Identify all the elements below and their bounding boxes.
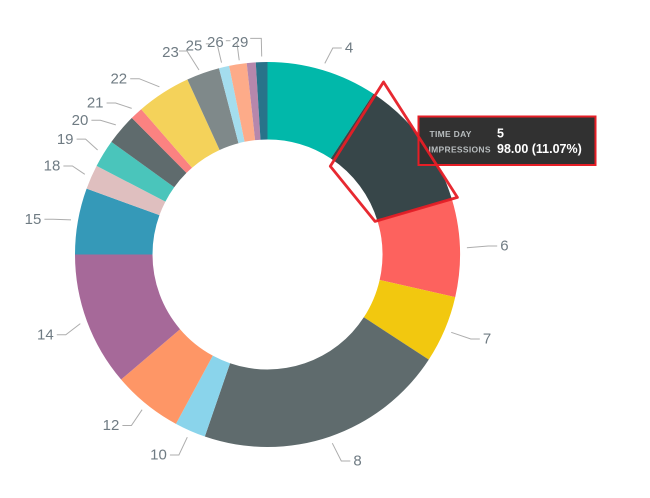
svg-text:29: 29 [232,34,249,51]
svg-text:12: 12 [103,417,120,434]
svg-text:4: 4 [345,40,353,57]
svg-text:98.00 (11.07%): 98.00 (11.07%) [497,142,582,156]
svg-text:15: 15 [25,211,42,228]
svg-text:6: 6 [500,238,508,255]
svg-text:21: 21 [87,95,104,112]
svg-text:5: 5 [497,127,504,141]
svg-text:10: 10 [150,447,167,464]
svg-text:19: 19 [57,131,74,148]
svg-text:20: 20 [72,112,89,129]
svg-text:IMPRESSIONS: IMPRESSIONS [429,145,491,155]
svg-text:7: 7 [483,331,491,348]
svg-text:TIME DAY: TIME DAY [430,129,472,139]
svg-text:25: 25 [186,38,203,55]
svg-text:23: 23 [162,44,179,61]
svg-text:26: 26 [207,34,224,51]
svg-text:14: 14 [37,327,54,344]
svg-text:8: 8 [353,453,361,470]
svg-text:18: 18 [44,158,61,175]
svg-text:22: 22 [110,70,127,87]
